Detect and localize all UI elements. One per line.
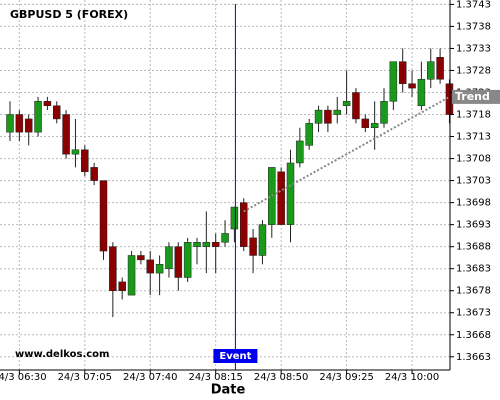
candle-body	[342, 101, 351, 106]
event-label: Event	[219, 351, 251, 362]
y-tick-label: 1.3728	[456, 65, 491, 76]
chart-title: GBPUSD 5 (FOREX)	[10, 8, 128, 21]
candle-body	[62, 114, 70, 155]
trend-line	[243, 96, 450, 213]
x-tick-label: 24/3 10:00	[385, 372, 439, 383]
x-tick-label: 24/3 08:50	[254, 372, 308, 383]
candle-body	[90, 167, 98, 181]
y-tick-label: 1.3743	[456, 0, 491, 10]
event-label-box	[213, 349, 258, 363]
y-tick-label: 1.3703	[456, 176, 491, 187]
y-tick-label: 1.3678	[456, 286, 491, 297]
y-tick-label: 1.3713	[456, 132, 491, 143]
y-tick-label: 1.3673	[456, 308, 491, 319]
y-tick-label: 1.3663	[456, 352, 491, 363]
candle-body	[305, 123, 313, 146]
candle-body	[174, 246, 183, 278]
y-tick-label: 1.3668	[456, 330, 491, 341]
candle-body	[211, 242, 220, 247]
candle-body	[34, 101, 42, 133]
x-tick-label: 24/3 06:30	[0, 372, 47, 383]
candle-body	[314, 109, 323, 124]
candle-body	[99, 180, 108, 252]
candle-body	[6, 114, 14, 133]
candle-body	[127, 255, 136, 296]
candle-body	[221, 233, 229, 243]
candle-body	[324, 109, 332, 124]
y-tick-label: 1.3688	[456, 242, 491, 253]
candle-body	[230, 206, 239, 230]
candle-body	[427, 61, 435, 80]
candle-body	[277, 171, 285, 225]
candle-body	[352, 92, 360, 120]
x-tick-label: 24/3 08:15	[188, 372, 242, 383]
candle-body	[43, 101, 52, 106]
candle-body	[370, 123, 379, 128]
watermark: www.delkos.com	[15, 349, 109, 360]
x-tick-label: 24/3 09:25	[319, 372, 373, 383]
candle-body	[389, 61, 398, 102]
candle-body	[202, 242, 211, 247]
candle-body	[53, 105, 61, 120]
y-tick-label: 1.3718	[456, 110, 491, 121]
y-tick-label: 1.3733	[456, 43, 491, 54]
candle-body	[417, 79, 426, 106]
candle-body	[296, 140, 304, 164]
candle-body	[193, 242, 201, 247]
candle-body	[408, 83, 416, 89]
trend-label-box	[452, 89, 500, 104]
x-tick-label: 24/3 07:40	[123, 372, 177, 383]
candle-body	[436, 57, 444, 80]
candle-body	[155, 264, 164, 274]
y-tick-label: 1.3708	[456, 154, 491, 165]
y-tick-label: 1.3738	[456, 21, 491, 32]
candle-body	[109, 246, 117, 291]
candle-body	[71, 149, 80, 155]
x-tick-label: 24/3 07:05	[58, 372, 112, 383]
candle-body	[81, 149, 89, 173]
candle-body	[183, 242, 192, 278]
candle-body	[146, 259, 154, 274]
candle-body	[24, 118, 33, 133]
candle-body	[333, 109, 341, 115]
candle-body	[286, 162, 295, 225]
trend-label: Trend	[455, 90, 490, 103]
candle-body	[165, 246, 173, 269]
candle-body	[240, 202, 248, 247]
candle-body	[137, 255, 145, 261]
y-tick-label: 1.3683	[456, 264, 491, 275]
candle-body	[258, 224, 267, 256]
y-tick-label: 1.3698	[456, 198, 491, 209]
candle-body	[361, 118, 370, 128]
x-axis-title: Date	[211, 383, 246, 398]
y-tick-label: 1.3693	[456, 220, 491, 231]
candle-body	[15, 114, 24, 133]
candle-body	[249, 237, 257, 256]
candle-body	[398, 61, 407, 84]
candle-body	[380, 101, 388, 124]
candle-body	[118, 281, 126, 291]
